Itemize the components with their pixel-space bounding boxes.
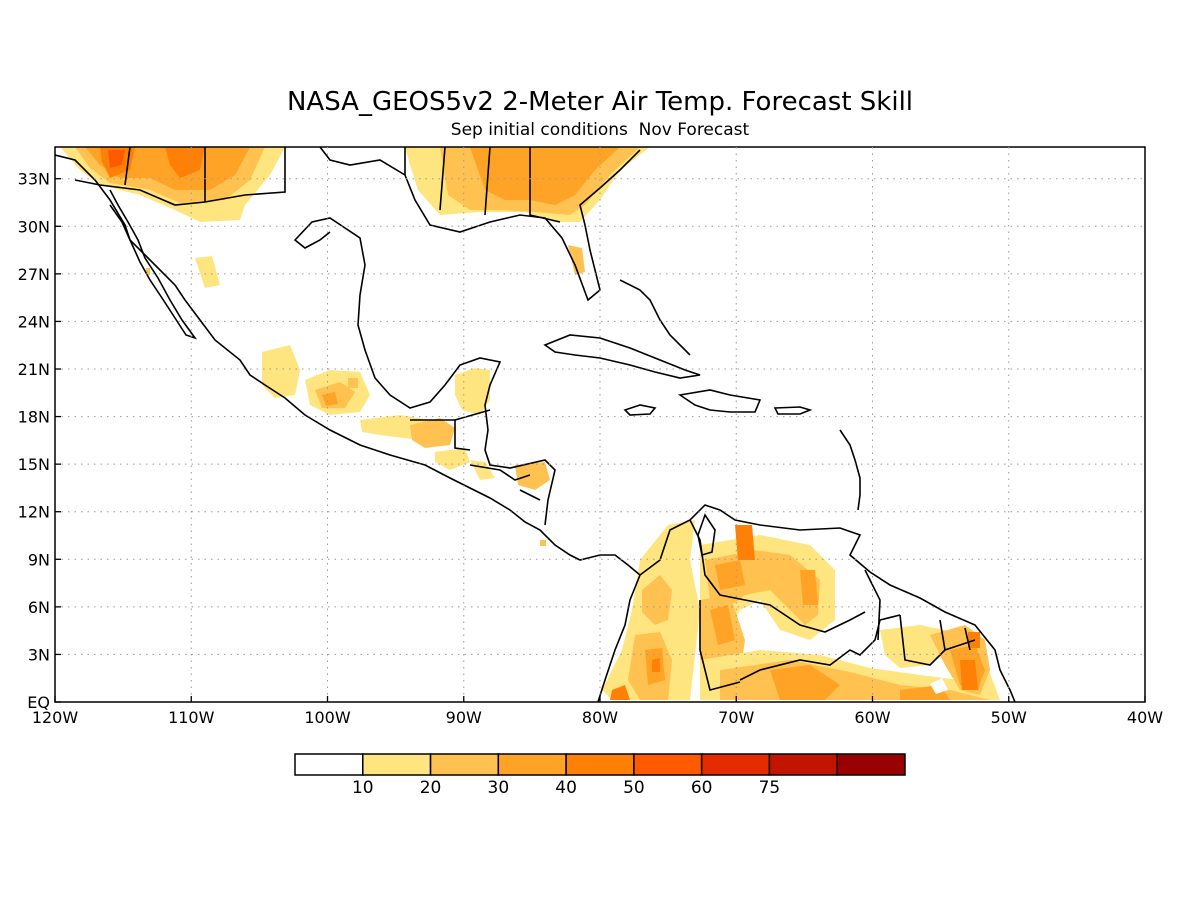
coast-gulf-west (293, 217, 556, 526)
lon-label: 120W (32, 708, 79, 727)
longitude-labels: 120W 110W 100W 90W 80W 70W 60W 50W 40W (32, 696, 1163, 727)
colorbar-swatch (294, 753, 364, 776)
lat-label: 24N (18, 312, 50, 331)
colorbar-label: 10 (352, 778, 374, 798)
lon-label: 100W (304, 708, 351, 727)
lat-label: 27N (18, 265, 50, 284)
lon-label: 70W (718, 708, 754, 727)
lat-label: 21N (18, 360, 50, 379)
border-us-mexico (74, 147, 286, 206)
border-guianas (864, 569, 971, 651)
shade-sw-us-l5 (165, 147, 205, 178)
shade-sonora (195, 256, 220, 288)
shade-central-am (435, 448, 470, 470)
shade-honduras (470, 460, 495, 480)
shade-orinoco-2 (710, 605, 735, 645)
lon-label: 40W (1127, 708, 1163, 727)
shade-venezuela-l3 (715, 560, 745, 590)
skill-shading (60, 147, 1000, 700)
colorbar-swatch (700, 753, 771, 776)
shade-mex-central-3 (322, 392, 338, 406)
lat-label: 3N (28, 645, 50, 664)
lon-label: 50W (991, 708, 1027, 727)
shade-colombia-north (672, 525, 688, 555)
colorbar-swatch (429, 753, 500, 776)
coast-cuba (543, 334, 701, 379)
border-us-states-w (124, 147, 206, 202)
colorbar-label: 60 (691, 778, 713, 798)
map-title: NASA_GEOS5v2 2-Meter Air Temp. Forecast … (287, 87, 913, 117)
lat-label: 18N (18, 408, 50, 427)
lat-label: 15N (18, 455, 50, 474)
shade-colombia-l2 (642, 575, 672, 625)
coast-maracaibo (697, 513, 716, 557)
border-central-am (469, 464, 541, 501)
shade-nicaragua (515, 462, 550, 490)
lat-label: 9N (28, 550, 50, 569)
coast-puerto-rico (773, 406, 813, 415)
shade-ecuador (610, 685, 630, 700)
lon-label: 80W (582, 708, 618, 727)
colorbar: 10 20 30 40 50 60 75 (294, 753, 906, 798)
colorbar-swatch (836, 753, 906, 776)
border-us-states-se (404, 147, 561, 223)
coast-jamaica (623, 404, 657, 416)
colorbar-swatch (362, 753, 432, 776)
shade-colombia-l5 (652, 658, 660, 672)
shade-guatemala (410, 418, 455, 448)
colorbar-swatch (768, 753, 838, 776)
coast-baja (109, 189, 198, 340)
shade-mex-west (262, 345, 300, 398)
shade-sw-us-l6 (108, 150, 125, 168)
lon-label: 90W (446, 708, 482, 727)
lat-label: 30N (18, 217, 50, 236)
coast-bahamas (619, 279, 691, 356)
shade-florida (568, 245, 585, 275)
lon-label: 110W (168, 708, 215, 727)
colorbar-swatch (565, 753, 635, 776)
lon-label: 60W (854, 708, 890, 727)
colorbar-label: 75 (759, 778, 781, 798)
shade-yucatan (455, 368, 490, 415)
lat-label: EQ (27, 693, 50, 712)
shade-amazon-l3 (770, 665, 840, 700)
shade-mex-east (348, 378, 358, 388)
latitude-labels: EQ 3N 6N 9N 12N 15N 18N 21N 24N 27N 30N 33N (18, 170, 61, 712)
gridlines (55, 147, 1145, 702)
map-subtitle: Sep initial conditions Nov Forecast (451, 120, 750, 140)
coast-pacific-mexico (55, 154, 641, 576)
lat-label: 12N (18, 503, 50, 522)
shade-panama (540, 540, 546, 546)
shade-guianas-l3 (960, 660, 978, 690)
coast-hispaniola (677, 389, 762, 413)
shade-guianas-gap (930, 678, 948, 694)
coast-south-america (639, 504, 1016, 702)
colorbar-label: 50 (623, 778, 645, 798)
colorbar-label: 30 (488, 778, 510, 798)
lat-label: 33N (18, 170, 50, 189)
colorbar-label: 40 (555, 778, 577, 798)
shade-venezuela-l4 (735, 525, 755, 560)
map-frame (54, 146, 1146, 703)
coastlines (55, 147, 1016, 702)
border-guatemala (410, 409, 491, 451)
colorbar-swatch (497, 753, 567, 776)
colorbar-swatch (633, 753, 703, 776)
coast-lesser-antilles (839, 429, 861, 511)
coast-ecuador-pacific (597, 574, 641, 702)
border-venezuela (689, 519, 866, 691)
lat-label: 6N (28, 598, 50, 617)
shade-venezuela-east (800, 570, 818, 605)
colorbar-label: 20 (420, 778, 442, 798)
shade-se-us-l3 (470, 147, 620, 205)
